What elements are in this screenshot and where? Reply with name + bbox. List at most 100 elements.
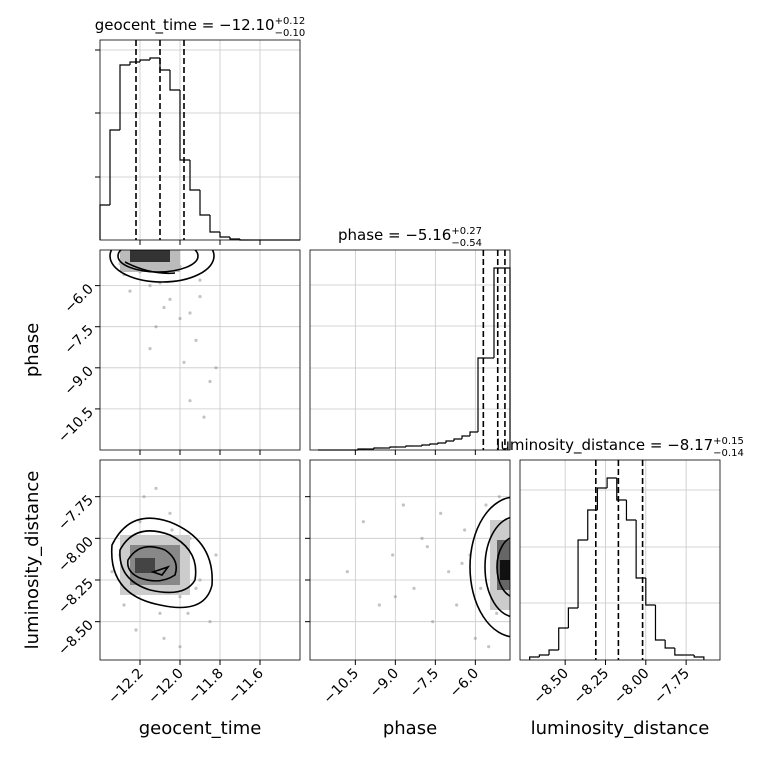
hist-bin xyxy=(119,64,130,130)
point xyxy=(154,325,158,329)
y-tick-label: −6.0 xyxy=(61,281,96,316)
hist-bin xyxy=(453,438,462,441)
hist-bin xyxy=(109,129,120,205)
point xyxy=(460,561,464,565)
point xyxy=(110,570,114,574)
hist-bin xyxy=(209,215,220,233)
hist-bin xyxy=(405,445,414,447)
point xyxy=(134,628,138,632)
point xyxy=(401,503,405,507)
point xyxy=(214,366,218,370)
point xyxy=(391,553,395,557)
point xyxy=(162,636,166,640)
x-tick-label: −9.0 xyxy=(367,666,402,701)
x-tick-label: −8.00 xyxy=(611,666,653,708)
hist-bin xyxy=(445,440,454,443)
point xyxy=(497,495,501,499)
point xyxy=(194,338,198,343)
x-axis-label: phase xyxy=(383,718,437,739)
hist-bin xyxy=(606,477,617,488)
point xyxy=(158,611,162,615)
point xyxy=(345,570,349,574)
hist-bin xyxy=(139,59,150,62)
hist-bin xyxy=(149,57,160,60)
x-tick-label: −8.25 xyxy=(571,666,613,708)
point xyxy=(487,645,491,649)
title-value: geocent_time = −12.10 xyxy=(95,16,275,35)
hist-bin xyxy=(493,267,502,358)
point xyxy=(194,586,198,590)
density-contours xyxy=(109,250,215,283)
point xyxy=(122,603,126,607)
point xyxy=(463,528,467,532)
hist-bin xyxy=(469,431,478,436)
hist-bin xyxy=(129,61,140,65)
y-axis-label: phase xyxy=(22,323,43,377)
point xyxy=(479,586,483,590)
point xyxy=(198,294,202,299)
point xyxy=(148,284,152,288)
panel-frame xyxy=(99,39,301,241)
y-tick-label: −8.50 xyxy=(55,617,97,659)
title-upper: +0.15 xyxy=(713,436,744,447)
point xyxy=(168,511,172,515)
point xyxy=(495,611,499,615)
title-lower: −0.10 xyxy=(275,28,306,39)
hist-bin xyxy=(635,520,646,579)
hist-bin xyxy=(502,267,511,450)
hist-bin xyxy=(389,446,398,448)
y-tick-label: −8.25 xyxy=(55,576,97,618)
point xyxy=(208,379,212,384)
title-upper: +0.12 xyxy=(275,16,306,27)
x-tick-label: −11.6 xyxy=(225,665,267,707)
hist-bin xyxy=(538,654,550,657)
hist-bin xyxy=(477,357,486,432)
point xyxy=(439,511,443,515)
panel-frame xyxy=(309,459,511,661)
point xyxy=(178,595,182,599)
point xyxy=(361,520,365,524)
y-axis-label: luminosity_distance xyxy=(22,471,43,650)
hist-bin xyxy=(625,500,637,521)
density-contours xyxy=(469,496,510,638)
point xyxy=(214,553,218,557)
point xyxy=(178,645,182,649)
hist-bin xyxy=(616,478,627,501)
x-tick-label: −7.5 xyxy=(407,666,442,701)
hist-bin xyxy=(654,605,666,641)
hist-bin xyxy=(693,655,705,660)
hist-bin xyxy=(219,232,230,238)
hist-bin xyxy=(239,239,250,241)
panel-title: luminosity_distance = −8.17+0.15 −0.14 xyxy=(496,436,744,459)
point xyxy=(393,595,397,599)
hist-bin xyxy=(373,447,382,449)
point xyxy=(186,611,190,615)
panel-frame xyxy=(309,249,511,451)
hist-bin xyxy=(567,607,579,628)
point xyxy=(484,503,488,507)
point xyxy=(377,603,381,607)
point xyxy=(188,311,192,315)
hist-bin xyxy=(674,648,685,656)
point xyxy=(148,347,152,351)
point xyxy=(128,289,132,293)
point xyxy=(431,620,435,624)
title-value: phase = −5.16 xyxy=(338,226,451,244)
title-value: luminosity_distance = −8.17 xyxy=(496,436,713,455)
point xyxy=(202,415,206,419)
hist-bin xyxy=(558,627,569,650)
x-tick-label: −6.0 xyxy=(447,666,482,701)
hist-bin xyxy=(587,509,598,540)
panel-frame xyxy=(99,249,301,451)
hist-bin xyxy=(421,444,430,446)
hist-bin xyxy=(461,435,470,439)
panel-frame xyxy=(519,459,721,661)
point xyxy=(178,316,182,321)
point xyxy=(425,545,429,549)
point xyxy=(182,360,186,364)
hist-bin xyxy=(664,640,675,649)
hist-bin xyxy=(159,58,170,71)
y-tick-label: −8.00 xyxy=(55,534,97,576)
hist-bin xyxy=(179,90,190,161)
